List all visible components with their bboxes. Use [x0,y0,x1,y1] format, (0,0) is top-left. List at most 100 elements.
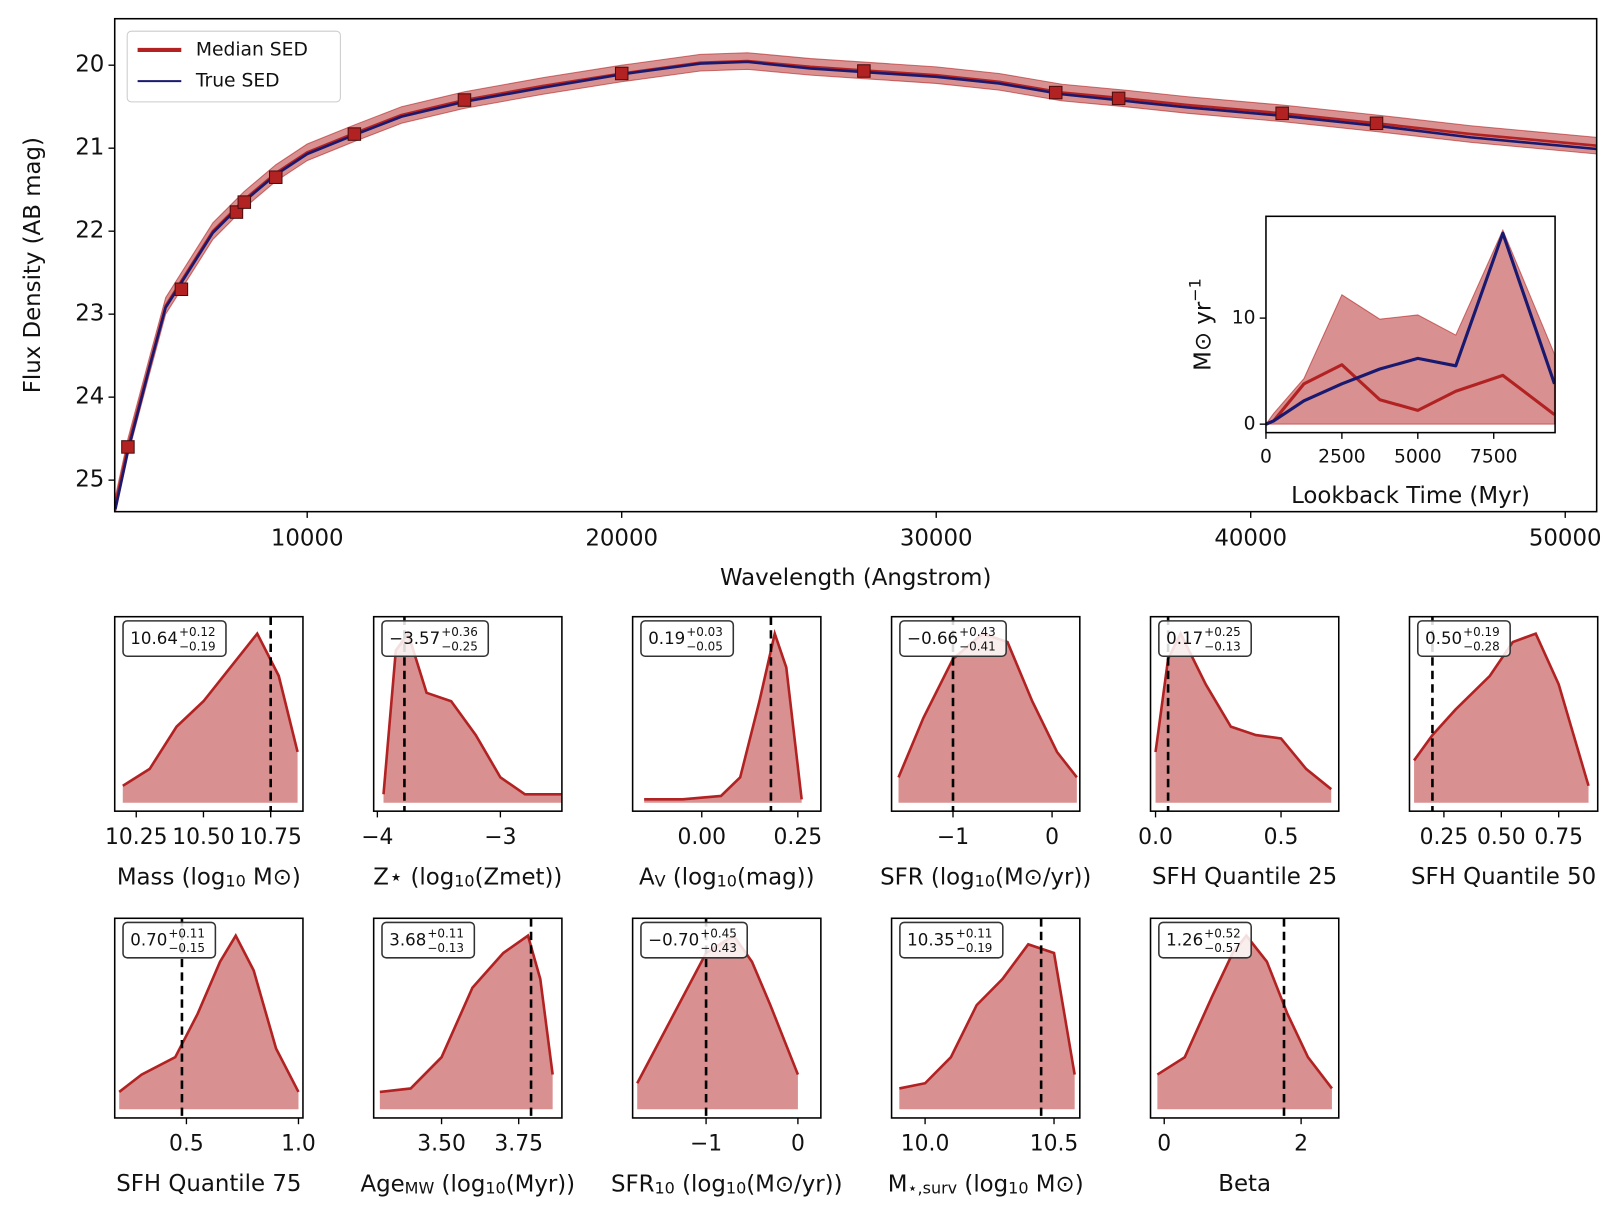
annotation-plus: +0.12 [179,625,216,639]
annotation-box [381,620,490,657]
x-tick-label: 0 [1045,825,1059,850]
x-tick-label: 0.5 [1264,825,1299,850]
annotation-minus: −0.05 [686,639,723,653]
label-part: (log [666,864,717,890]
x-tick-label: 3.75 [494,1132,543,1157]
x-tick-label: 20000 [585,526,658,552]
x-tick-label: 2 [1294,1132,1308,1157]
photometry-point [174,282,189,297]
axes-frame [890,615,1081,812]
annotation-median: 10.64 [130,629,178,648]
label-part: M⊙) [246,864,301,890]
label-part: 10 [1008,1178,1028,1197]
series-line [1265,231,1556,426]
y-tick-label: 0 [1244,414,1256,435]
x-tick-label: 10.0 [901,1132,950,1157]
annotation-plus: +0.11 [956,926,993,940]
density-fill [899,944,1075,1110]
x-tick-label: 0.00 [677,825,726,850]
density-fill [637,935,798,1110]
y-axis-label: Flux Density (AB mag) [20,137,46,393]
photometry-point [614,66,629,81]
x-axis-label: SFR10 (log10(M⊙/yr)) [611,1171,843,1197]
density-fill [379,935,553,1110]
density-fill [1155,633,1332,803]
photometry-point [237,195,252,209]
label-part: (M⊙/yr)) [995,864,1091,890]
annotation-box [640,620,735,657]
annotation-median: 0.70 [130,931,167,950]
annotation-minus: −0.19 [179,639,216,653]
density-fill [1414,633,1589,803]
x-tick-label: 5000 [1394,447,1442,468]
x-axis-label: Mass (log10 M⊙) [117,864,301,890]
label-part: V [655,871,666,890]
photometry-point [1048,85,1063,100]
x-tick-label: −4 [361,825,393,850]
annotation-median: 1.26 [1166,931,1203,950]
label-part: Age [360,1171,404,1197]
axes-frame [113,917,304,1119]
annotation-plus: +0.36 [441,625,478,639]
annotation-minus: −0.19 [956,941,993,955]
photometry-point [347,127,362,141]
annotation-median: 10.35 [907,931,955,950]
x-tick-label: 0.25 [774,825,823,850]
y-tick-label: 22 [75,218,104,244]
x-tick-label: 3.50 [417,1132,466,1157]
label-part: (mag)) [737,864,815,890]
density-line [122,631,299,787]
x-tick-label: 1.0 [281,1132,316,1157]
density-fill [1157,935,1332,1110]
x-axis-label: M⋆,surv (log10 M⊙) [888,1171,1084,1197]
x-tick-label: 0.50 [1477,825,1526,850]
photometry-point [1369,116,1384,131]
annotation-plus: +0.11 [427,926,464,940]
annotation-minus: −0.13 [427,941,464,955]
axes-frame [1149,615,1340,812]
axes-frame [1408,615,1599,812]
annotation-plus: +0.19 [1463,625,1500,639]
x-tick-label: 0.75 [1534,825,1583,850]
label-part: −1 [1186,278,1205,302]
label-part: (Myr)) [506,1171,575,1197]
density-line [118,932,300,1093]
annotation-minus: −0.57 [1204,941,1241,955]
x-axis-label: SFH Quantile 50 [1411,864,1596,890]
photometry-point [229,205,244,219]
x-tick-label: 10.25 [105,825,168,850]
axes-frame [1149,917,1340,1119]
x-tick-label: 40000 [1214,526,1287,552]
annotation-box [122,921,217,959]
label-part: ⋆,surv [908,1178,958,1197]
legend-label: True SED [195,71,280,92]
x-tick-label: 0 [1157,1132,1171,1157]
label-part: (log [957,1171,1008,1197]
label-part: (M⊙/yr)) [746,1171,842,1197]
label-part: (Zmet)) [475,864,563,890]
label-part: 10 [655,1178,675,1197]
label-part: A [639,864,655,890]
x-axis-label: AgeMW (log10(Myr)) [360,1171,575,1197]
x-tick-label: 10000 [271,526,344,552]
annotation-minus: −0.25 [441,639,478,653]
axes-frame [113,17,1598,513]
axes-frame [372,917,563,1119]
x-tick-label: 10.50 [172,825,235,850]
x-axis-label: SFH Quantile 25 [1152,864,1337,890]
x-tick-label: −1 [937,825,969,850]
annotation-median: 0.50 [1425,629,1462,648]
label-part: 10 [225,871,245,890]
x-axis-label: Z⋆ (log10(Zmet)) [373,864,562,890]
label-part: 10 [975,871,995,890]
annotation-minus: −0.28 [1463,639,1500,653]
label-part: (log [434,1171,485,1197]
legend-label: Median SED [196,39,308,60]
x-tick-label: 10.75 [239,825,302,850]
axes-frame [1265,215,1556,434]
x-tick-label: 0.5 [169,1132,204,1157]
annotation-box [1417,620,1511,657]
annotation-plus: +0.45 [700,926,737,940]
annotation-median: 3.68 [389,931,426,950]
density-line [899,942,1076,1090]
